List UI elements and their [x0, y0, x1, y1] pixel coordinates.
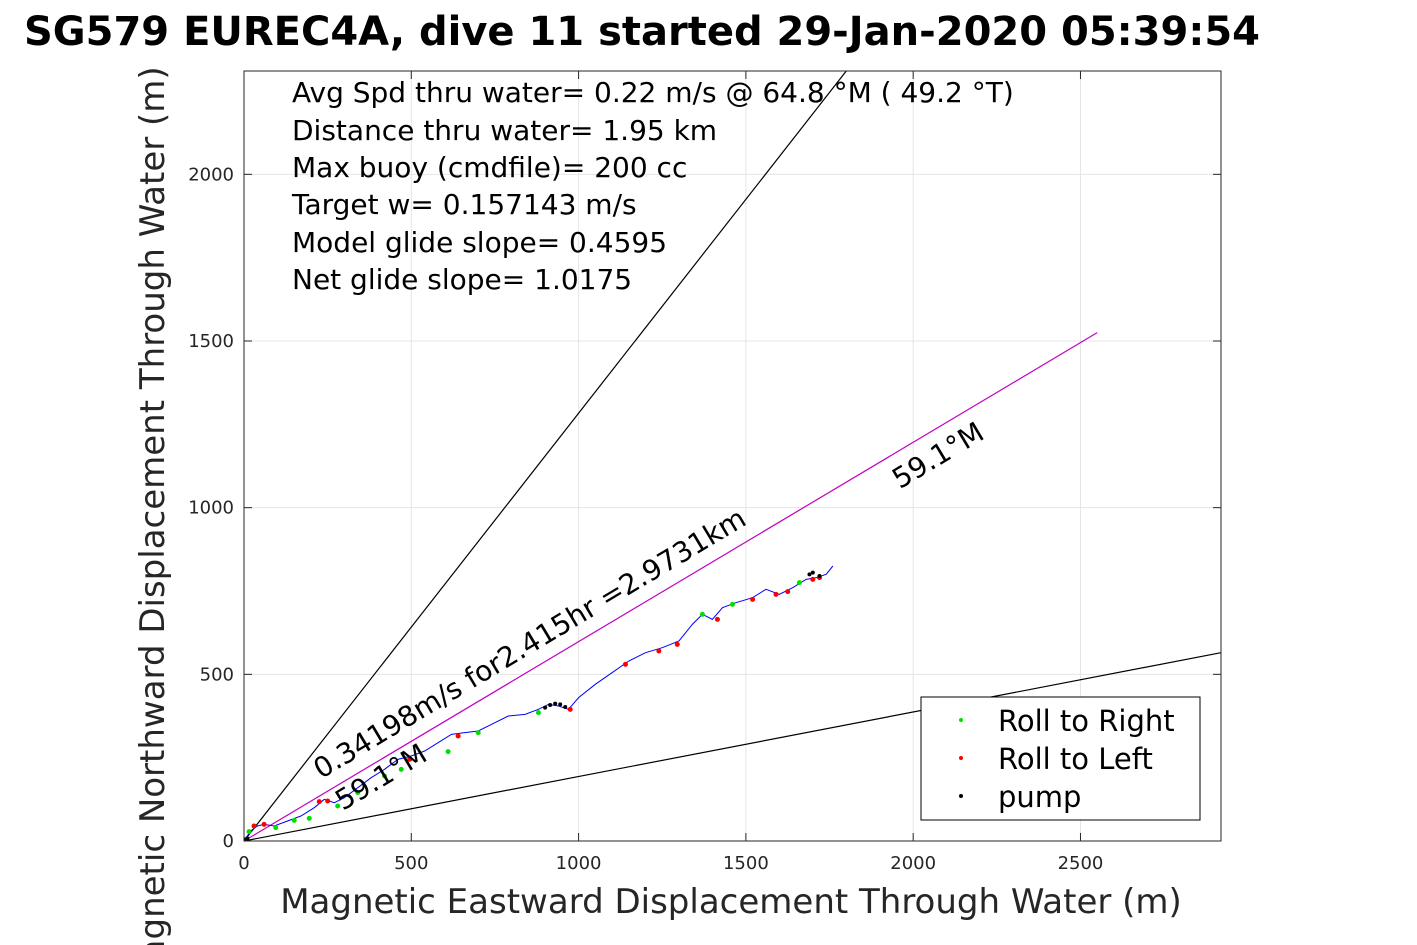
x-tick-label: 2000 — [890, 853, 936, 874]
plot-frame — [243, 70, 1222, 842]
stat-distance: Distance thru water= 1.95 km — [292, 114, 717, 147]
y-tick-label: 500 — [200, 664, 234, 685]
legend: Roll to Right Roll to Left pump — [920, 696, 1201, 821]
ticks: 0 500 1000 1500 2000 2500 0 500 1000 1500 2000 — [188, 71, 1221, 874]
pump-point — [563, 705, 568, 709]
roll-left-point — [785, 589, 791, 595]
roll-right-point — [355, 790, 361, 796]
legend-marker-roll-left — [959, 756, 963, 760]
roll-left-point — [750, 596, 756, 602]
pump-point — [807, 572, 812, 577]
roll-right-point — [246, 829, 252, 835]
roll-right-point — [796, 580, 802, 586]
roll-right-point — [382, 773, 388, 779]
chart-title: SG579 EUREC4A, dive 11 started 29-Jan-20… — [24, 9, 1260, 55]
series-group — [243, 565, 834, 842]
roll-left-point — [251, 823, 257, 829]
pump-point — [558, 702, 563, 707]
y-tick-label: 0 — [223, 831, 234, 852]
roll-right-point — [398, 766, 404, 772]
x-tick-label: 0 — [238, 853, 249, 874]
roll-left-point — [316, 799, 322, 805]
roll-right-point — [699, 611, 705, 617]
roll-left-point — [674, 641, 680, 647]
stats-box: Avg Spd thru water= 0.22 m/s @ 64.8 °M (… — [291, 76, 1014, 296]
roll-right-point — [291, 817, 297, 823]
x-tick-label: 500 — [394, 853, 428, 874]
roll-left-point — [622, 661, 628, 667]
x-tick-label: 2500 — [1058, 853, 1104, 874]
roll-left-point — [455, 733, 461, 739]
y-tick-label: 1500 — [188, 331, 234, 352]
stat-target-w: Target w= 0.157143 m/s — [291, 188, 637, 221]
roll-left-point — [567, 706, 573, 712]
course-line-line — [243, 332, 1098, 842]
roll-right-point — [306, 815, 312, 821]
x-axis-label: Magnetic Eastward Displacement Through W… — [280, 882, 1182, 922]
legend-marker-pump — [959, 794, 963, 798]
y-tick-label: 1000 — [188, 498, 234, 519]
reference-lines — [243, 70, 1222, 842]
lower-bound-line — [243, 652, 1222, 842]
roll-left-point — [407, 756, 413, 762]
stat-max-buoy: Max buoy (cmdfile)= 200 cc — [292, 151, 687, 184]
roll-right-point — [730, 601, 735, 607]
roll-right-point — [273, 825, 279, 831]
y-tick-label: 2000 — [188, 164, 234, 185]
track-line — [243, 565, 834, 842]
roll-left-point — [714, 616, 720, 622]
roll-right-point — [335, 803, 341, 809]
legend-label-pump: pump — [998, 780, 1081, 814]
roll-left-point — [325, 798, 331, 804]
stat-model-glide: Model glide slope= 0.4595 — [292, 226, 667, 259]
x-tick-label: 1500 — [723, 853, 769, 874]
pump-point — [817, 574, 822, 578]
upper-bound-line — [243, 70, 847, 842]
x-tick-label: 1000 — [556, 853, 602, 874]
pump-point — [548, 703, 553, 707]
pump-point — [810, 570, 815, 575]
roll-right-point — [445, 749, 451, 755]
roll-left-point — [656, 648, 662, 654]
pump-point — [543, 705, 548, 710]
legend-label-roll-left: Roll to Left — [998, 742, 1153, 776]
legend-label-roll-right: Roll to Right — [998, 704, 1175, 738]
y-axis-label: Magnetic Northward Displacement Through … — [133, 66, 173, 945]
roll-left-point — [773, 591, 779, 597]
roll-right-point — [475, 730, 481, 736]
pump-point — [553, 701, 558, 706]
roll-left-point — [810, 576, 816, 582]
roll-left-point — [261, 821, 267, 827]
roll-right-point — [535, 710, 541, 716]
legend-box — [920, 696, 1201, 821]
pump-point — [245, 836, 250, 841]
stat-avg-speed: Avg Spd thru water= 0.22 m/s @ 64.8 °M (… — [292, 76, 1014, 109]
legend-marker-roll-right — [959, 718, 963, 722]
stat-net-glide: Net glide slope= 1.0175 — [292, 263, 632, 296]
